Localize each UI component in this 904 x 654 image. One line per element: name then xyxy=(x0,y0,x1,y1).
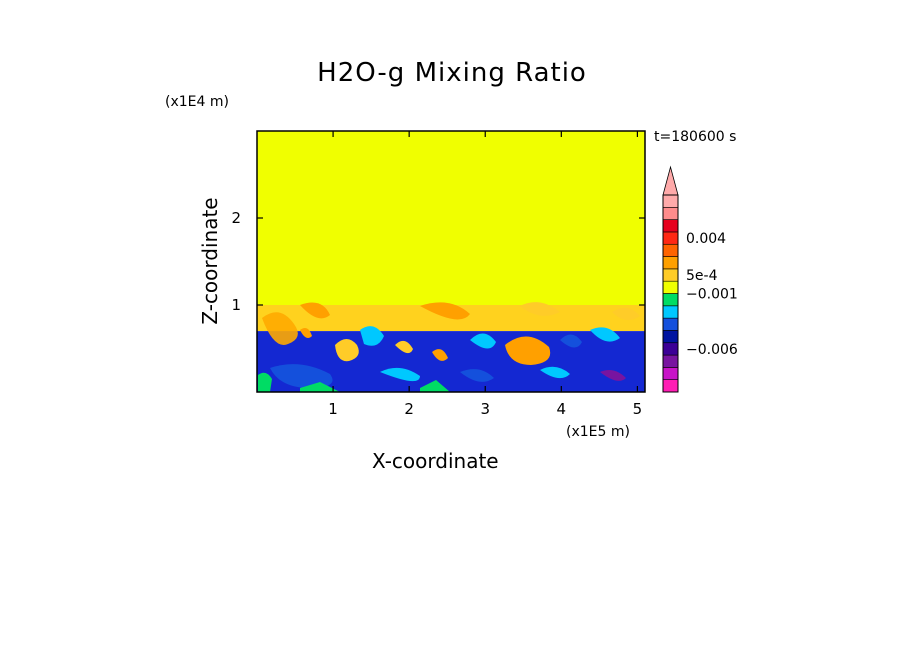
blob xyxy=(270,364,333,388)
colorbar-swatch xyxy=(662,342,679,356)
colorbar-label: 5e-4 xyxy=(686,268,718,284)
colorbar-frame xyxy=(662,194,679,393)
region-upper xyxy=(257,131,645,305)
colorbar-swatch xyxy=(662,317,679,331)
plot-frame xyxy=(256,130,646,393)
blob xyxy=(505,336,551,365)
blob xyxy=(300,302,330,319)
blob xyxy=(520,302,560,316)
x-tick-label: 3 xyxy=(480,400,490,418)
y-tick-label: 1 xyxy=(231,296,241,314)
blob xyxy=(612,307,640,321)
colorbar-swatch xyxy=(662,207,679,220)
colorbar-label: 0.004 xyxy=(686,231,726,247)
blob xyxy=(380,367,420,382)
blob xyxy=(420,302,470,320)
blob xyxy=(460,369,494,382)
blob xyxy=(540,366,570,379)
colorbar-swatch xyxy=(662,367,679,380)
colorbar: 0.004 5e-4 −0.001 −0.006 xyxy=(662,165,738,393)
blob xyxy=(335,339,359,362)
x-axis-label: X-coordinate xyxy=(372,449,499,473)
blob xyxy=(432,349,448,361)
colorbar-label: −0.006 xyxy=(686,342,738,358)
colorbar-swatch xyxy=(662,256,679,270)
blob xyxy=(560,334,582,348)
colorbar-extend-arrow xyxy=(662,165,679,196)
blob xyxy=(590,327,620,342)
blob xyxy=(300,328,312,338)
colorbar-swatch xyxy=(662,280,679,294)
blob xyxy=(262,312,298,345)
blob xyxy=(420,380,450,392)
x-tick-label: 5 xyxy=(633,400,643,418)
x-tick-label: 2 xyxy=(404,400,414,418)
colorbar-swatch xyxy=(662,243,679,257)
colorbar-swatch xyxy=(662,354,679,368)
colorbar-swatch xyxy=(662,194,679,208)
colorbar-swatch xyxy=(662,305,679,319)
blob xyxy=(470,333,496,349)
blob xyxy=(300,382,340,392)
chart-title: H2O-g Mixing Ratio xyxy=(317,58,587,88)
x-tick-label: 1 xyxy=(328,400,338,418)
colorbar-swatch xyxy=(662,379,679,393)
time-label: t=180600 s xyxy=(654,129,737,145)
y-unit-label: (x1E4 m) xyxy=(165,94,229,110)
blob xyxy=(395,340,413,354)
colorbar-swatch xyxy=(662,219,679,233)
colorbar-swatch xyxy=(662,293,679,307)
x-unit-label: (x1E5 m) xyxy=(566,424,630,440)
blob xyxy=(600,370,626,381)
plot-area: 1 2 3 4 5 1 2 xyxy=(231,130,646,418)
colorbar-label: −0.001 xyxy=(686,287,738,303)
colorbar-swatch xyxy=(662,231,679,245)
blob xyxy=(258,372,272,392)
x-tick-label: 4 xyxy=(557,400,567,418)
colorbar-swatch xyxy=(662,330,679,344)
y-tick-label: 2 xyxy=(231,209,241,227)
blob xyxy=(360,326,384,346)
colorbar-swatch xyxy=(662,268,679,282)
